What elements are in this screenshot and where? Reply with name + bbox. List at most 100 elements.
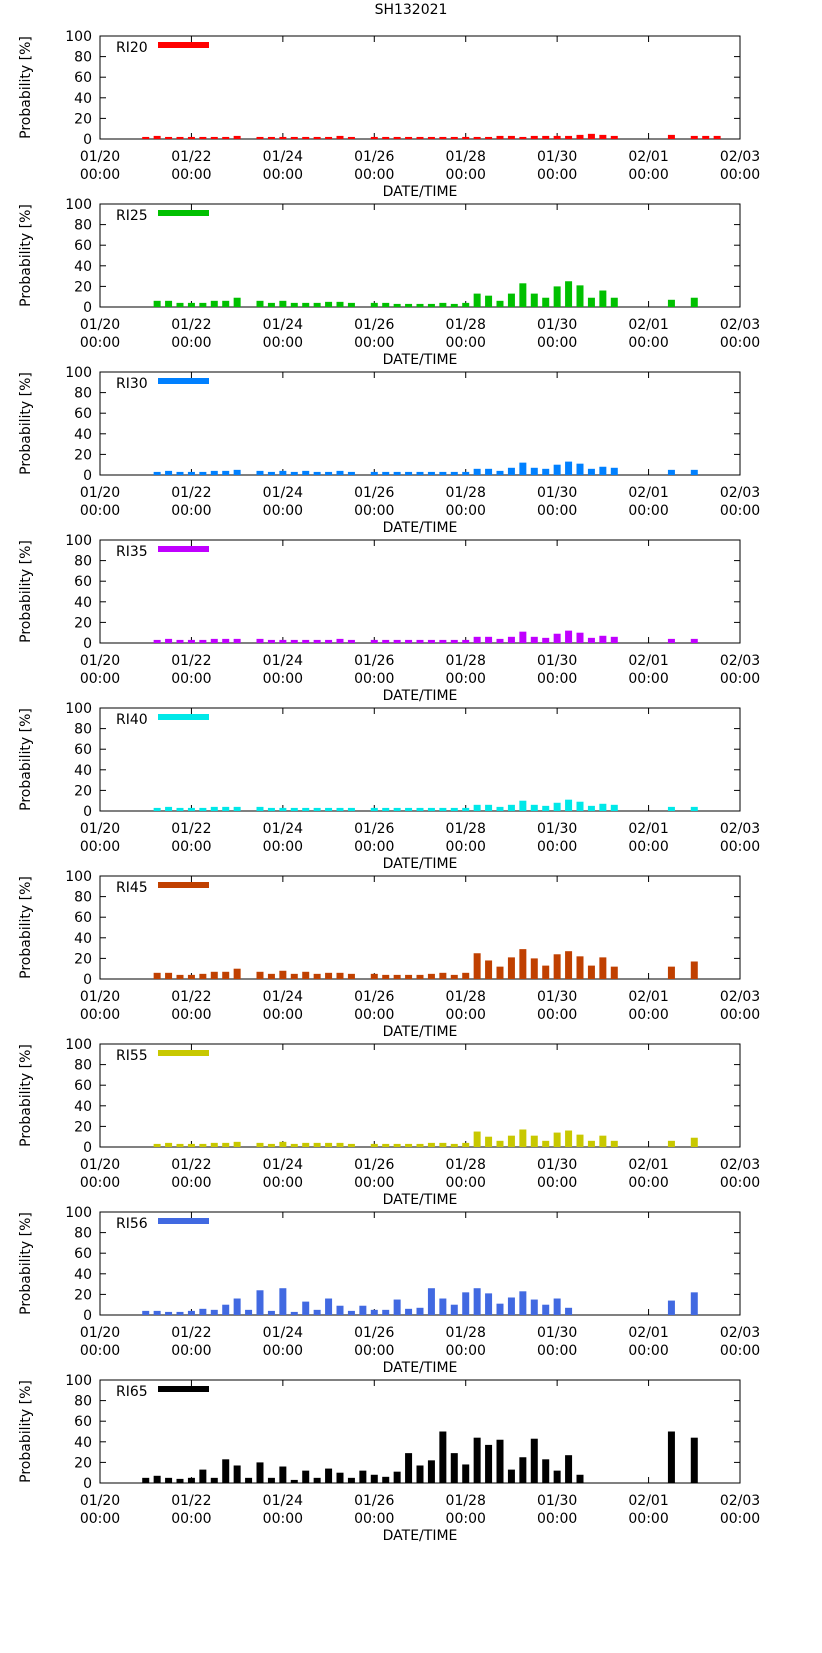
bar-ri25 [667,299,675,307]
bar-ri45 [599,957,607,979]
x-tick-time-label: 00:00 [446,1007,486,1023]
bar-ri35 [233,638,241,643]
bar-ri20 [713,135,721,139]
bar-ri65 [222,1459,230,1483]
x-axis-label: DATE/TIME [383,1528,458,1544]
bar-ri25 [530,293,538,307]
bar-ri30 [690,469,698,475]
bar-ri35 [587,637,595,643]
x-tick-time-label: 00:00 [446,167,486,183]
bar-ri45 [176,974,184,979]
bar-ri30 [222,470,230,475]
bar-ri55 [370,1143,378,1147]
x-tick-time-label: 00:00 [628,167,668,183]
bar-ri56 [416,1307,424,1315]
bar-ri56 [165,1311,173,1315]
bar-ri65 [565,1455,573,1483]
bar-ri65 [336,1472,344,1483]
bar-ri30 [553,464,561,475]
bar-ri65 [439,1431,447,1483]
bar-ri56 [222,1304,230,1315]
bar-ri55 [302,1142,310,1147]
bar-ri55 [667,1140,675,1147]
bar-ri40 [347,807,355,811]
bar-ri35 [199,639,207,643]
legend-swatch [158,378,209,384]
legend-label: RI40 [116,712,148,728]
bar-ri30 [153,471,161,475]
bar-ri45 [610,966,618,979]
bar-ri35 [530,636,538,643]
bar-ri25 [439,302,447,307]
bar-ri40 [542,805,550,811]
legend-label: RI30 [116,376,148,392]
x-tick-date-label: 02/01 [628,989,668,1005]
bar-ri55 [290,1143,298,1147]
bar-ri30 [530,467,538,475]
bar-ri45 [587,965,595,979]
bar-ri25 [347,302,355,307]
bar-ri55 [485,1136,493,1147]
x-tick-date-label: 02/01 [628,485,668,501]
bar-ri45 [313,973,321,979]
bar-ri65 [359,1470,367,1483]
bar-ri56 [313,1309,321,1315]
bar-ri40 [507,804,515,811]
y-tick-label: 20 [74,951,92,967]
y-tick-label: 100 [65,1373,92,1389]
bar-ri45 [565,951,573,979]
bar-ri20 [667,134,675,139]
bar-ri55 [439,1142,447,1147]
bar-ri20 [382,136,390,139]
bar-ri65 [142,1477,150,1483]
x-tick-date-label: 01/28 [446,821,486,837]
bar-ri35 [267,639,275,643]
y-tick-label: 60 [74,910,92,926]
bar-ri40 [256,806,264,811]
bar-ri20 [530,135,538,139]
bar-ri30 [336,470,344,475]
bar-ri45 [187,974,195,979]
bar-ri56 [382,1309,390,1315]
x-tick-date-label: 01/30 [537,653,577,669]
x-tick-time-label: 00:00 [720,839,760,855]
bar-ri40 [199,807,207,811]
bar-ri65 [382,1476,390,1483]
bar-ri55 [210,1142,218,1147]
y-tick-label: 40 [74,931,92,947]
legend-swatch [158,714,209,720]
x-tick-time-label: 00:00 [354,1175,394,1191]
x-tick-date-label: 02/03 [720,149,760,165]
bar-ri30 [176,471,184,475]
x-tick-date-label: 02/01 [628,1325,668,1341]
bar-ri35 [336,638,344,643]
bar-ri56 [473,1288,481,1315]
bar-ri20 [507,135,515,139]
bar-ri30 [313,471,321,475]
bar-ri55 [222,1142,230,1147]
bar-ri65 [416,1465,424,1483]
x-tick-date-label: 01/28 [446,485,486,501]
y-tick-label: 40 [74,1099,92,1115]
plot-frame [99,203,741,308]
x-tick-time-label: 00:00 [263,503,303,519]
bar-ri55 [416,1143,424,1147]
x-tick-time-label: 00:00 [537,1343,577,1359]
bar-ri45 [199,973,207,979]
bar-ri56 [153,1310,161,1315]
legend-label: RI65 [116,1384,148,1400]
bar-ri30 [165,470,173,475]
bar-ri30 [416,471,424,475]
y-tick-label: 80 [74,1226,92,1242]
bar-ri55 [450,1143,458,1147]
bar-ri40 [290,807,298,811]
bar-ri30 [393,471,401,475]
bar-ri35 [690,638,698,643]
bar-ri45 [553,954,561,979]
bar-ri45 [667,966,675,979]
bar-ri40 [153,807,161,811]
bar-ri45 [576,956,584,979]
bar-ri35 [462,639,470,643]
bar-ri45 [279,970,287,979]
